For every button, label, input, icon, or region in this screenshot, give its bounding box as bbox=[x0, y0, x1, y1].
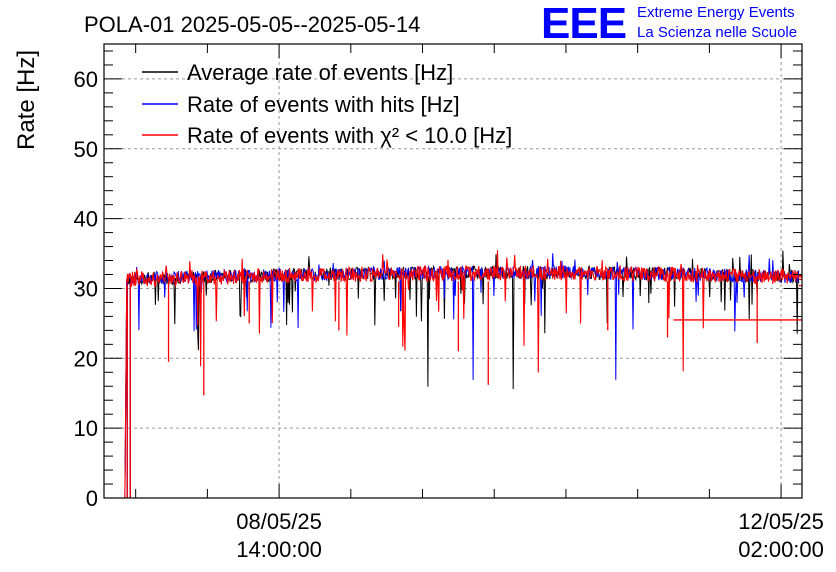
chart-title: POLA-01 2025-05-05--2025-05-14 bbox=[84, 12, 420, 37]
x-tick-label-time: 14:00:00 bbox=[236, 537, 322, 562]
trace-group bbox=[124, 250, 802, 498]
logo-line-2: La Scienza nelle Scuole bbox=[637, 24, 798, 41]
series-chi2-line bbox=[124, 250, 800, 498]
legend: Average rate of events [Hz] Rate of even… bbox=[142, 60, 512, 148]
y-tick-label: 30 bbox=[74, 276, 98, 301]
legend-label-average: Average rate of events [Hz] bbox=[187, 60, 453, 85]
y-tick-label: 40 bbox=[74, 207, 98, 232]
series-hits-line bbox=[124, 253, 800, 498]
y-tick-label: 50 bbox=[74, 137, 98, 162]
x-tick-label-date: 12/05/25 bbox=[738, 509, 824, 534]
y-tick-label: 20 bbox=[74, 346, 98, 371]
y-tick-label: 60 bbox=[74, 67, 98, 92]
x-tick-label-date: 08/05/25 bbox=[236, 509, 322, 534]
legend-label-hits: Rate of events with hits [Hz] bbox=[187, 92, 460, 117]
logo-line-1: Extreme Energy Events bbox=[637, 4, 795, 21]
y-tick-label: 0 bbox=[86, 486, 98, 511]
y-axis-label: Rate [Hz] bbox=[13, 50, 40, 150]
y-tick-label: 10 bbox=[74, 416, 98, 441]
plot-frame bbox=[103, 43, 803, 499]
legend-label-chi2: Rate of events with χ² < 10.0 [Hz] bbox=[187, 123, 512, 148]
data-traces bbox=[124, 250, 802, 498]
x-tick-label-time: 02:00:00 bbox=[738, 537, 824, 562]
eee-logo-mark: EEE bbox=[541, 0, 627, 48]
axes: 0 10 20 30 40 50 60 08/05/25 14:00:00 12/05/25 02:… bbox=[74, 44, 824, 562]
